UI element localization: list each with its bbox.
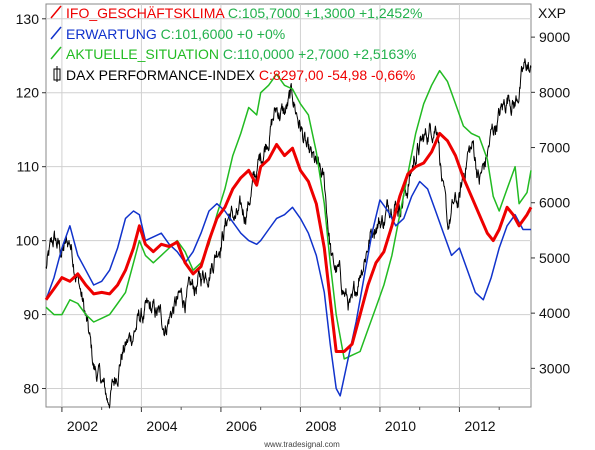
legend-entry: ERWARTUNG C:101,6000 +0 +0% <box>50 26 285 42</box>
right-axis-symbol: XXP <box>538 5 566 21</box>
left-tick-label: 130 <box>16 11 40 27</box>
legend-entry: AKTUELLE_SITUATION C:110,0000 +2,7000 +2… <box>50 46 416 62</box>
legend-label: AKTUELLE_SITUATION C:110,0000 +2,7000 +2… <box>66 46 416 62</box>
right-axis: 3000 4000 5000 6000 7000 8000 9000 <box>531 29 570 376</box>
x-tick-label: 2004 <box>146 418 177 434</box>
legend-series-values: C:110,0000 +2,7000 +2,5163% <box>219 46 416 62</box>
x-axis: 2002 2004 2006 2008 2010 2012 <box>61 407 500 434</box>
legend-line-icon <box>50 5 62 19</box>
x-tick-label: 2008 <box>305 418 336 434</box>
legend-series-name: DAX PERFORMANCE-INDEX <box>66 67 256 83</box>
right-tick-label: 7000 <box>539 140 570 156</box>
legend-series-values: C:101,6000 +0 +0% <box>157 26 285 42</box>
x-tick-label: 2012 <box>464 418 495 434</box>
right-tick-label: 6000 <box>539 195 570 211</box>
legend-line-icon <box>50 46 62 60</box>
legend-series-name: ERWARTUNG <box>66 26 157 42</box>
right-tick-label: 5000 <box>539 250 570 266</box>
left-axis: 80 90 100 110 120 130 <box>16 11 46 397</box>
legend-line-icon <box>50 26 62 40</box>
series-layer <box>44 58 533 409</box>
legend-series-values: C:105,7000 +1,3000 +1,2452% <box>224 5 423 21</box>
gridlines <box>46 4 531 407</box>
right-tick-label: 3000 <box>539 360 570 376</box>
right-tick-label: 8000 <box>539 84 570 100</box>
legend-series-values: C:8297,00 -54,98 -0,66% <box>255 67 415 83</box>
legend-series-name: IFO_GESCHÄFTSKLIMA <box>66 5 225 21</box>
x-tick-label: 2006 <box>226 418 257 434</box>
legend-entry: DAX PERFORMANCE-INDEX C:8297,00 -54,98 -… <box>53 66 415 83</box>
right-tick-label: 9000 <box>539 29 570 45</box>
series-line <box>45 180 531 397</box>
x-tick-label: 2010 <box>385 418 416 434</box>
series-line <box>45 69 532 360</box>
left-tick-label: 100 <box>16 233 40 249</box>
legend-label: DAX PERFORMANCE-INDEX C:8297,00 -54,98 -… <box>66 67 415 83</box>
footer-watermark: www.tradesignal.com <box>263 440 340 449</box>
legend-entry: IFO_GESCHÄFTSKLIMA C:105,7000 +1,3000 +1… <box>50 5 422 21</box>
legend-series-name: AKTUELLE_SITUATION <box>66 46 219 62</box>
series-line <box>45 58 532 409</box>
right-tick-label: 4000 <box>539 305 570 321</box>
legend: IFO_GESCHÄFTSKLIMA C:105,7000 +1,3000 +1… <box>50 5 422 83</box>
left-tick-label: 80 <box>23 381 39 397</box>
left-tick-label: 90 <box>23 307 39 323</box>
x-tick-label: 2002 <box>67 418 98 434</box>
legend-label: IFO_GESCHÄFTSKLIMA C:105,7000 +1,3000 +1… <box>66 5 422 21</box>
legend-label: ERWARTUNG C:101,6000 +0 +0% <box>66 26 285 42</box>
left-tick-label: 110 <box>17 159 40 175</box>
series-line <box>44 131 533 353</box>
left-tick-label: 120 <box>16 85 40 101</box>
